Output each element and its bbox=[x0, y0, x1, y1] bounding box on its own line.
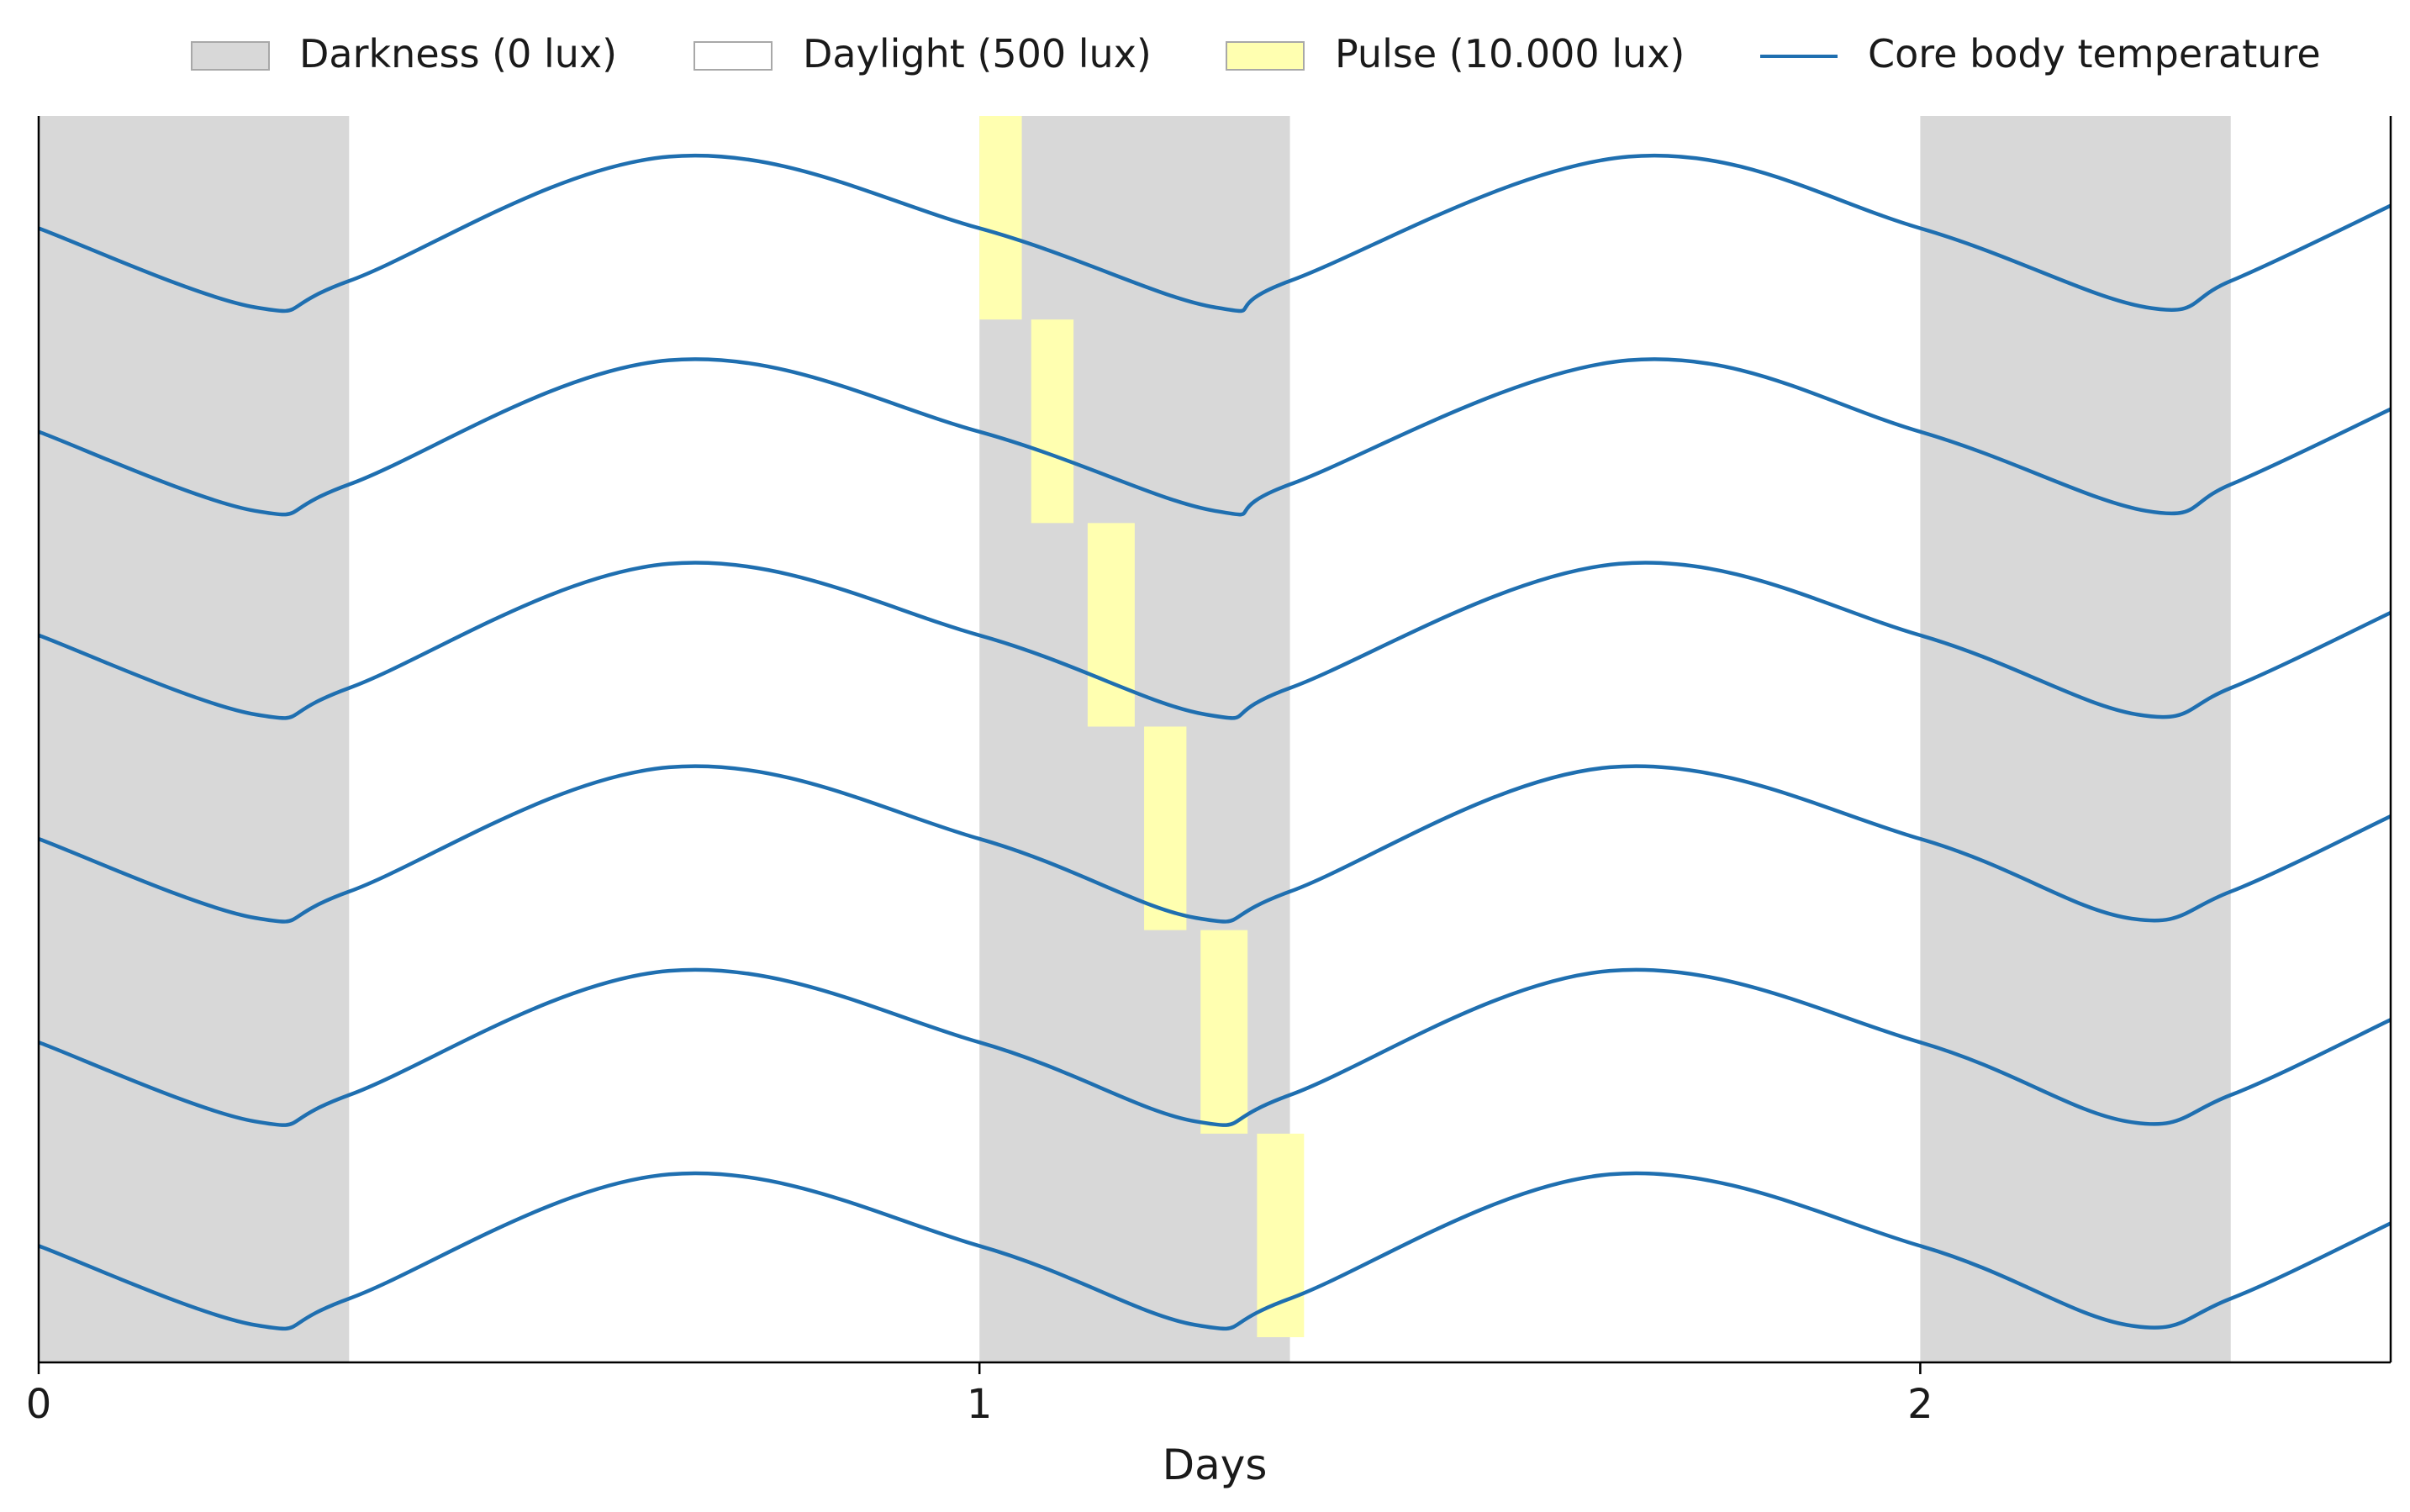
x-tick-label-1: 1 bbox=[967, 1381, 993, 1428]
legend-label-darkness: Darkness (0 lux) bbox=[299, 31, 617, 76]
temperature-curve-4 bbox=[38, 967, 2392, 1127]
darkness-band-0 bbox=[39, 116, 350, 1362]
temperature-curve-5 bbox=[38, 1171, 2392, 1331]
x-tick-label-0: 0 bbox=[26, 1381, 52, 1428]
legend-label-temperature: Core body temperature bbox=[1868, 31, 2321, 76]
legend-item-darkness: Darkness (0 lux) bbox=[191, 31, 617, 76]
pulse-bar-0 bbox=[979, 116, 1022, 320]
x-axis-label: Days bbox=[1163, 1441, 1268, 1489]
pulse-bars bbox=[979, 116, 1305, 1337]
legend-swatch-pulse bbox=[1226, 41, 1305, 71]
pulse-bar-2 bbox=[1087, 523, 1135, 727]
legend-item-temperature: Core body temperature bbox=[1760, 31, 2321, 76]
temperature-curve-0 bbox=[38, 153, 2392, 313]
pulse-bar-3 bbox=[1144, 726, 1187, 930]
pulse-bar-1 bbox=[1031, 319, 1074, 524]
legend-swatch-darkness bbox=[191, 41, 270, 71]
pulse-bar-5 bbox=[1257, 1133, 1305, 1337]
legend-label-pulse: Pulse (10.000 lux) bbox=[1335, 31, 1685, 76]
pulse-bar-4 bbox=[1200, 930, 1248, 1134]
darkness-band-1 bbox=[979, 116, 1290, 1362]
x-ticks: 0 1 2 bbox=[26, 1362, 1933, 1428]
legend-swatch-daylight bbox=[693, 41, 773, 71]
x-tick-label-2: 2 bbox=[1907, 1381, 1933, 1428]
axes bbox=[37, 116, 2392, 1364]
temperature-curve-3 bbox=[38, 764, 2392, 924]
temperature-curve-1 bbox=[38, 357, 2392, 517]
legend: Darkness (0 lux) Daylight (500 lux) Puls… bbox=[191, 31, 2321, 76]
darkness-band-2 bbox=[1920, 116, 2231, 1362]
legend-label-daylight: Daylight (500 lux) bbox=[803, 31, 1152, 76]
temperature-curves bbox=[38, 153, 2392, 1331]
darkness-bands bbox=[39, 116, 2231, 1362]
temperature-curve-2 bbox=[38, 561, 2392, 720]
legend-item-pulse: Pulse (10.000 lux) bbox=[1226, 31, 1685, 76]
legend-item-daylight: Daylight (500 lux) bbox=[693, 31, 1152, 76]
